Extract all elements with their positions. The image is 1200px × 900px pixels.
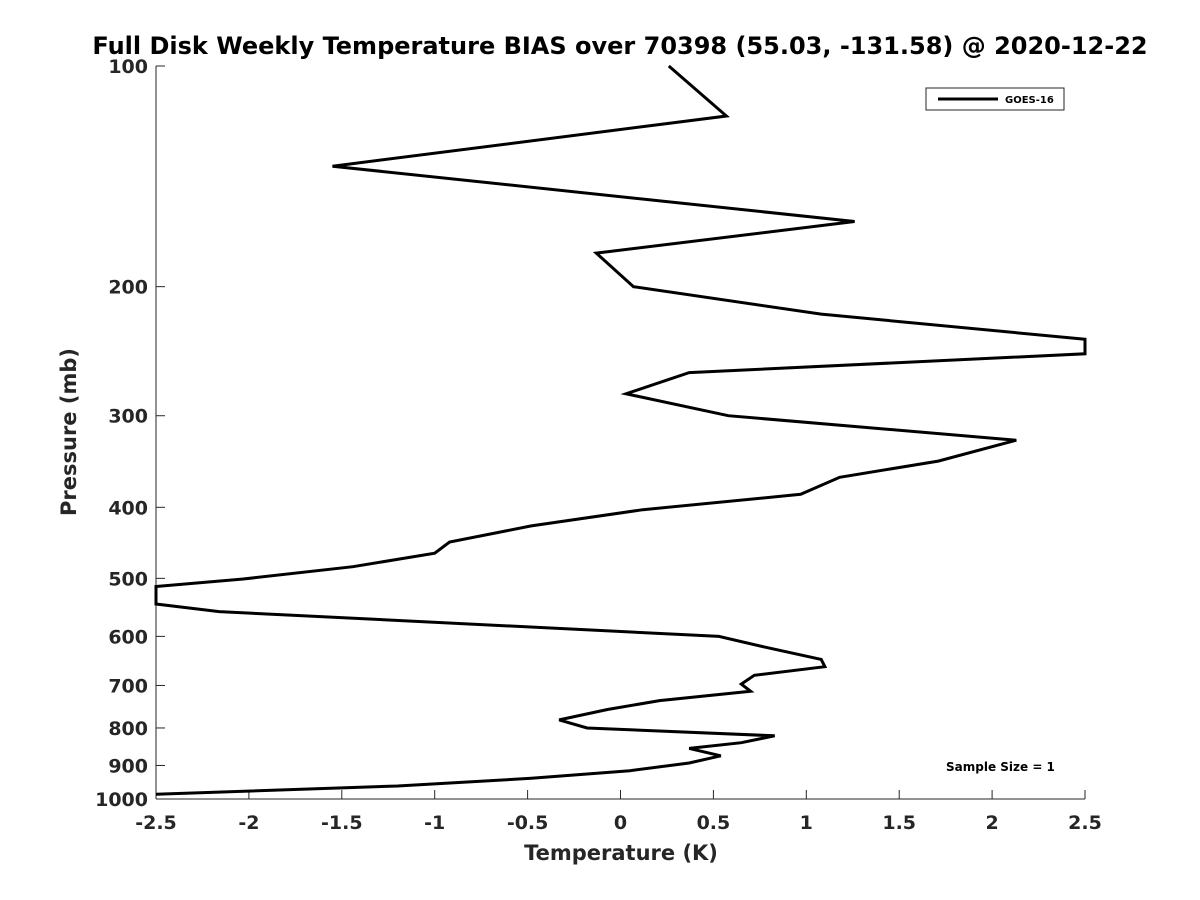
y-tick-label: 1000: [95, 789, 148, 811]
y-tick-label: 800: [108, 718, 148, 740]
x-tick-label: 1.5: [882, 812, 916, 834]
x-tick-label: 2.5: [1068, 812, 1102, 834]
x-tick-label: 0: [614, 812, 627, 834]
x-tick-label: -2.5: [135, 812, 177, 834]
y-tick-label: 600: [108, 626, 148, 648]
y-tick-label: 400: [108, 497, 148, 519]
legend: GOES-16: [925, 87, 1065, 111]
series-line-goes-16: [154, 64, 1087, 796]
y-tick-label: 300: [108, 406, 148, 428]
x-tick-label: -0.5: [507, 812, 549, 834]
y-tick-label: 700: [108, 675, 148, 697]
y-axis-label: Pressure (mb): [57, 348, 81, 516]
sample-size-annotation: Sample Size = 1: [946, 760, 1055, 774]
x-tick-label: -2: [238, 812, 259, 834]
x-axis-ticks: -2.5 -2 -1.5 -1 -0.5 0 0.5 1 1.5 2 2.5: [135, 790, 1102, 834]
x-tick-label: 0.5: [697, 812, 731, 834]
y-axis-ticks: 100 200 300 400 500 600 700 800 900 1000: [95, 56, 165, 811]
y-tick-label: 200: [108, 277, 148, 299]
x-tick-label: 1: [800, 812, 813, 834]
chart-title: Full Disk Weekly Temperature BIAS over 7…: [92, 32, 1147, 60]
y-tick-label: 500: [108, 568, 148, 590]
x-tick-label: -1: [424, 812, 445, 834]
y-tick-label: 900: [108, 755, 148, 777]
legend-label-goes-16: GOES-16: [1005, 95, 1054, 106]
x-tick-label: 2: [985, 812, 998, 834]
y-tick-label: 100: [108, 56, 148, 78]
x-tick-label: -1.5: [321, 812, 363, 834]
x-axis-label: Temperature (K): [524, 841, 718, 865]
